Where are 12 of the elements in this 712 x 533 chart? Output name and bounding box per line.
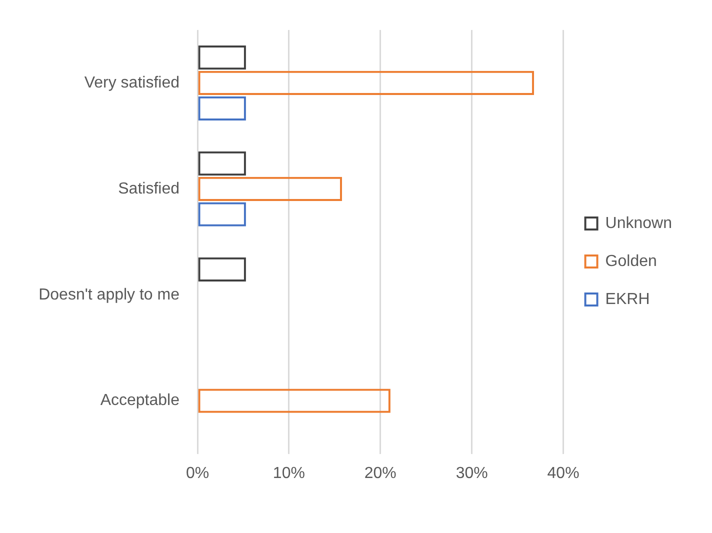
legend-label: Golden: [605, 252, 657, 270]
x-tick-label: 30%: [456, 464, 488, 482]
legend-label: Unknown: [605, 214, 672, 232]
x-tick-label: 10%: [272, 464, 305, 482]
x-tick-label: 20%: [364, 464, 396, 482]
x-tick-label: 0%: [186, 464, 210, 482]
y-tick-label: Acceptable: [100, 392, 180, 410]
y-tick-label: Very satisfied: [84, 74, 180, 92]
legend-label: EKRH: [605, 290, 650, 308]
x-tick-label: 40%: [547, 464, 580, 482]
y-tick-label: Doesn't apply to me: [38, 286, 180, 304]
y-tick-label: Satisfied: [118, 180, 180, 198]
